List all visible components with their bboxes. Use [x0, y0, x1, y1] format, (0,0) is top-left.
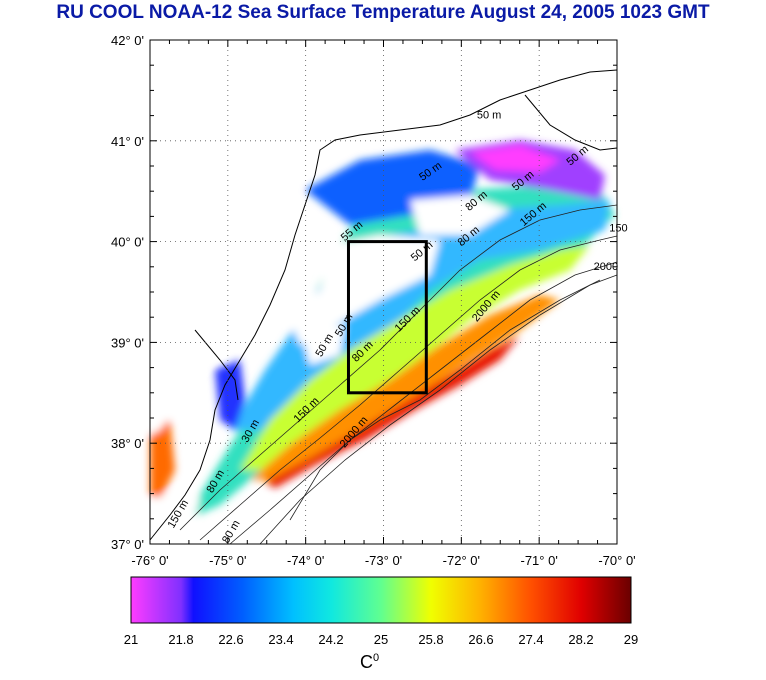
- chesapeake-orange: [150, 420, 175, 500]
- latitude-labels: 42° 0' 41° 0' 40° 0' 39° 0' 38° 0' 37° 0': [111, 33, 144, 552]
- study-area-box: [346, 240, 428, 395]
- lon-label: -73° 0': [365, 553, 402, 568]
- lon-label: -72° 0': [443, 553, 480, 568]
- contour-label: 50 m: [477, 110, 501, 122]
- longitude-labels: -76° 0' -75° 0' -74° 0' -73° 0' -72° 0' -71° …: [131, 553, 635, 568]
- magenta-hot-patch: [470, 145, 560, 172]
- warm-midshelf: [240, 245, 590, 470]
- isobath-contours: [179, 204, 618, 545]
- lat-label: 42° 0': [111, 33, 144, 48]
- axis-ticks: [149, 39, 618, 545]
- colorbar-tick-label: 26.6: [468, 632, 493, 647]
- slope-water-orange: [250, 295, 560, 480]
- lat-label: 37° 0': [111, 537, 144, 552]
- lon-label: -71° 0': [521, 553, 558, 568]
- lon-label: -76° 0': [131, 553, 168, 568]
- lon-label: -75° 0': [209, 553, 246, 568]
- colorbar-tick-label: 25.8: [418, 632, 443, 647]
- cloud-gap-1: [290, 235, 440, 345]
- colorbar-tick-label: 25: [374, 632, 388, 647]
- colorbar-tick-label: 21: [124, 632, 138, 647]
- lat-label: 40° 0': [111, 235, 144, 250]
- land-nj: [150, 40, 330, 435]
- colorbar-tick-label: 22.6: [218, 632, 243, 647]
- sst-imagery: [150, 40, 617, 544]
- southern-land: [150, 490, 200, 544]
- colorbar-tick-labels: 21 21.8 22.6 23.4 24.2 25 25.8 26.6 27.4 28.2 29: [124, 632, 638, 647]
- land-longisland: [330, 40, 617, 140]
- colorbar-tick-label: 23.4: [268, 632, 293, 647]
- colorbar-unit: C0: [360, 652, 379, 673]
- cloud-gap-3: [300, 325, 345, 365]
- colorbar: [130, 576, 632, 624]
- colorbar-tick-label: 27.4: [518, 632, 543, 647]
- contour-label: 2000: [594, 261, 618, 273]
- open-ocean-white: [250, 280, 617, 544]
- graticule: [150, 40, 617, 544]
- lat-label: 39° 0': [111, 335, 144, 350]
- lat-label: 38° 0': [111, 436, 144, 451]
- contour-label: 150: [609, 223, 627, 235]
- colorbar-tick-label: 28.2: [568, 632, 593, 647]
- unit-superscript: 0: [373, 652, 380, 664]
- lat-label: 41° 0': [111, 134, 144, 149]
- map-title: RU COOL NOAA-12 Sea Surface Temperature …: [56, 2, 710, 23]
- delaware-bay-blue: [215, 360, 245, 430]
- lon-label: -70° 0': [598, 553, 635, 568]
- cloud-gap-2: [410, 195, 510, 235]
- lon-label: -74° 0': [287, 553, 324, 568]
- colorbar-tick-label: 29: [624, 632, 638, 647]
- colorbar-tick-label: 21.8: [168, 632, 193, 647]
- unit-text: C: [360, 652, 373, 672]
- colorbar-tick-label: 24.2: [318, 632, 343, 647]
